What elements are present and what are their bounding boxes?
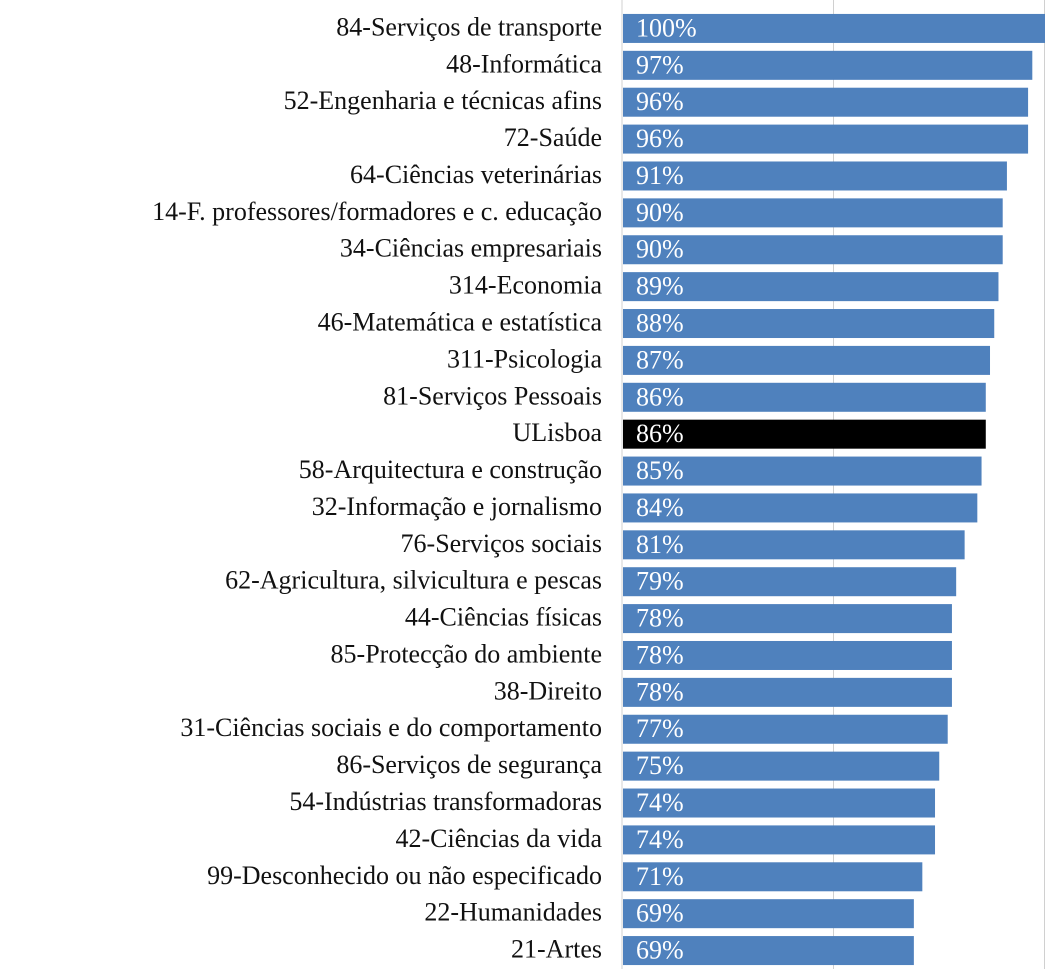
value-label: 96% bbox=[636, 124, 684, 153]
category-label: 54-Indústrias transformadoras bbox=[289, 787, 602, 816]
value-label: 79% bbox=[636, 567, 684, 596]
bar bbox=[623, 751, 940, 781]
category-label: 64-Ciências veterinárias bbox=[350, 160, 602, 189]
bar bbox=[623, 456, 982, 486]
value-label: 71% bbox=[636, 862, 684, 891]
value-label: 81% bbox=[636, 530, 684, 559]
bar bbox=[623, 87, 1029, 117]
category-label: 86-Serviços de segurança bbox=[336, 750, 602, 779]
category-label: 38-Direito bbox=[494, 676, 602, 705]
value-label: 78% bbox=[636, 677, 684, 706]
bar bbox=[623, 825, 936, 855]
value-label: 89% bbox=[636, 272, 684, 301]
bar bbox=[623, 419, 986, 449]
value-label: 86% bbox=[636, 419, 684, 448]
bar bbox=[623, 677, 952, 707]
category-label: 42-Ciências da vida bbox=[396, 824, 603, 853]
bar bbox=[623, 567, 957, 597]
category-label: 34-Ciências empresariais bbox=[340, 234, 602, 263]
bar bbox=[623, 50, 1033, 80]
value-label: 69% bbox=[636, 936, 684, 965]
bar bbox=[623, 862, 923, 892]
value-label: 78% bbox=[636, 640, 684, 669]
value-label: 87% bbox=[636, 345, 684, 374]
category-label: 76-Serviços sociais bbox=[401, 529, 602, 558]
category-label: 99-Desconhecido ou não especificado bbox=[207, 861, 602, 890]
value-label: 97% bbox=[636, 50, 684, 79]
value-label: 90% bbox=[636, 235, 684, 264]
category-label: 311-Psicologia bbox=[447, 344, 602, 373]
bar bbox=[623, 13, 1045, 43]
value-label: 88% bbox=[636, 308, 684, 337]
bar bbox=[623, 530, 965, 560]
value-label: 100% bbox=[636, 13, 697, 42]
value-label: 86% bbox=[636, 382, 684, 411]
category-label: ULisboa bbox=[512, 418, 602, 447]
bar bbox=[623, 493, 978, 523]
bar bbox=[623, 604, 952, 634]
bar bbox=[623, 899, 914, 929]
category-label: 84-Serviços de transporte bbox=[336, 12, 602, 41]
bar bbox=[623, 235, 1003, 265]
bar bbox=[623, 345, 991, 375]
category-label: 58-Arquitectura e construção bbox=[299, 455, 602, 484]
bar bbox=[623, 788, 936, 818]
bar bbox=[623, 936, 914, 966]
value-label: 74% bbox=[636, 788, 684, 817]
value-label: 96% bbox=[636, 87, 684, 116]
value-label: 74% bbox=[636, 825, 684, 854]
category-label: 21-Artes bbox=[511, 935, 602, 964]
value-label: 90% bbox=[636, 198, 684, 227]
value-label: 84% bbox=[636, 493, 684, 522]
value-label: 78% bbox=[636, 604, 684, 633]
category-label: 44-Ciências físicas bbox=[405, 603, 602, 632]
category-label: 31-Ciências sociais e do comportamento bbox=[180, 713, 602, 742]
value-label: 75% bbox=[636, 751, 684, 780]
bar bbox=[623, 198, 1003, 228]
category-label: 62-Agricultura, silvicultura e pescas bbox=[225, 566, 602, 595]
value-label: 91% bbox=[636, 161, 684, 190]
category-label: 72-Saúde bbox=[504, 123, 602, 152]
category-label: 14-F. professores/formadores e c. educaç… bbox=[152, 197, 602, 226]
bar bbox=[623, 640, 952, 670]
bar bbox=[623, 309, 995, 339]
bar bbox=[623, 161, 1007, 191]
bar bbox=[623, 272, 999, 302]
category-label: 81-Serviços Pessoais bbox=[383, 381, 602, 410]
bar bbox=[623, 124, 1029, 154]
value-label: 69% bbox=[636, 899, 684, 928]
category-label: 22-Humanidades bbox=[424, 898, 602, 927]
value-label: 85% bbox=[636, 456, 684, 485]
category-label: 48-Informática bbox=[446, 49, 602, 78]
bar bbox=[623, 382, 986, 412]
category-label: 85-Protecção do ambiente bbox=[331, 639, 602, 668]
value-label: 77% bbox=[636, 714, 684, 743]
bar bbox=[623, 714, 948, 744]
category-label: 314-Economia bbox=[449, 271, 603, 300]
category-label: 46-Matemática e estatística bbox=[318, 307, 603, 336]
category-label: 52-Engenharia e técnicas afins bbox=[284, 86, 602, 115]
category-label: 32-Informação e jornalismo bbox=[312, 492, 602, 521]
